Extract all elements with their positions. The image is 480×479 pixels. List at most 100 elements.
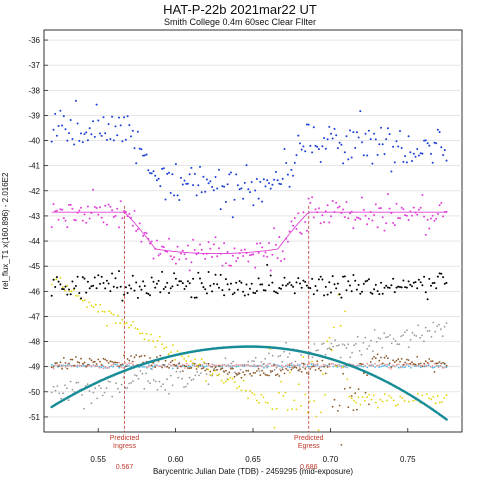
detrended-point	[109, 205, 112, 208]
xfits-point	[90, 365, 93, 367]
width-point	[423, 340, 425, 343]
rel-flux-point	[428, 144, 431, 147]
xfits-point	[356, 364, 359, 366]
rel-flux-point	[112, 139, 115, 142]
totc-point	[290, 368, 293, 371]
rel-flux-point	[374, 138, 377, 141]
rel-flux-point	[314, 144, 317, 147]
detrended-point	[317, 207, 320, 210]
totc-point	[197, 364, 200, 367]
residuals-point	[116, 286, 119, 289]
width-point	[64, 384, 66, 387]
xfits-point	[277, 365, 279, 368]
xfits-point	[253, 363, 256, 366]
sky-point	[94, 303, 97, 306]
rel-flux-point	[116, 134, 119, 137]
sky-point	[344, 310, 346, 313]
detrended-point	[252, 253, 255, 256]
y-axis-label: rel_flux_T1 x(160.896) - 2.016E2	[1, 172, 10, 290]
residuals-point	[428, 277, 431, 280]
totc-point	[395, 359, 398, 362]
detrended-point	[336, 206, 339, 209]
totc-point	[159, 354, 162, 357]
rel-flux-point	[269, 187, 272, 190]
xfits-point	[316, 362, 319, 365]
width-point	[158, 380, 161, 383]
width-point	[251, 360, 253, 362]
rel-flux-point	[247, 188, 250, 191]
rel-flux-point	[283, 148, 286, 150]
rel-flux-point	[180, 176, 182, 179]
detrended-point	[381, 216, 384, 219]
xfits-point	[292, 364, 295, 366]
width-point	[328, 347, 331, 350]
residuals-point	[261, 283, 264, 286]
xfits-point	[225, 365, 228, 367]
totc-point	[312, 365, 315, 368]
sky-point	[134, 327, 137, 329]
xfits-point	[116, 365, 119, 368]
sky-point	[136, 328, 139, 331]
sky-point	[238, 385, 241, 388]
detrended-point	[155, 239, 158, 242]
xfits-point	[233, 365, 236, 367]
sky-point	[403, 399, 406, 402]
sky-point	[326, 340, 329, 343]
residuals-point	[280, 287, 282, 290]
xfits-point	[372, 365, 374, 367]
rel-flux-point	[136, 130, 139, 133]
width-point	[118, 391, 121, 394]
xfits-point	[366, 362, 369, 365]
sky-point	[370, 398, 373, 401]
residuals-point	[300, 286, 303, 289]
rel-flux-point	[76, 122, 79, 125]
rel-flux-point	[433, 141, 436, 144]
totc-point	[52, 365, 55, 368]
detrended-point	[378, 207, 381, 210]
totc-point	[56, 362, 58, 364]
xfits-point	[318, 365, 321, 368]
sky-point	[436, 395, 439, 397]
detrended-point	[386, 193, 389, 196]
detrended-point	[85, 221, 88, 224]
xfits-point	[177, 365, 180, 368]
residuals-point	[119, 285, 122, 288]
sky-point	[165, 346, 168, 349]
residuals-point	[226, 283, 229, 286]
fits-point	[253, 365, 256, 368]
totc-point	[71, 358, 74, 361]
residuals-point	[254, 292, 257, 295]
detrended-point	[207, 241, 210, 244]
fits-point	[308, 365, 311, 368]
sky-point	[392, 399, 395, 402]
residuals-point	[154, 286, 157, 289]
detrended-point	[102, 221, 105, 224]
residuals-point	[442, 276, 445, 279]
rel-flux-point	[404, 155, 407, 158]
sky-point	[187, 355, 190, 358]
residuals-point	[259, 283, 262, 286]
sky-point	[262, 396, 265, 399]
residuals-point	[142, 280, 145, 283]
totc-point	[437, 362, 439, 365]
totc-point	[62, 357, 65, 359]
totc-point	[259, 374, 262, 377]
residuals-point	[112, 285, 115, 288]
totc-point	[128, 359, 131, 362]
residuals-point	[268, 284, 270, 287]
detrended-point	[214, 236, 217, 239]
residuals-point	[333, 283, 336, 286]
sky-point	[308, 400, 311, 403]
fits-point	[431, 366, 434, 369]
residuals-point	[286, 283, 289, 285]
residuals-point	[161, 270, 164, 273]
width-point	[54, 389, 57, 392]
xfits-point	[122, 367, 125, 369]
xfits-point	[54, 364, 57, 366]
rel-flux-point	[219, 208, 222, 211]
xfits-point	[68, 364, 71, 367]
y-tick-label-7: -44	[28, 237, 40, 246]
fits-point	[340, 365, 343, 367]
totc-point	[430, 360, 432, 363]
width-point	[307, 354, 310, 356]
